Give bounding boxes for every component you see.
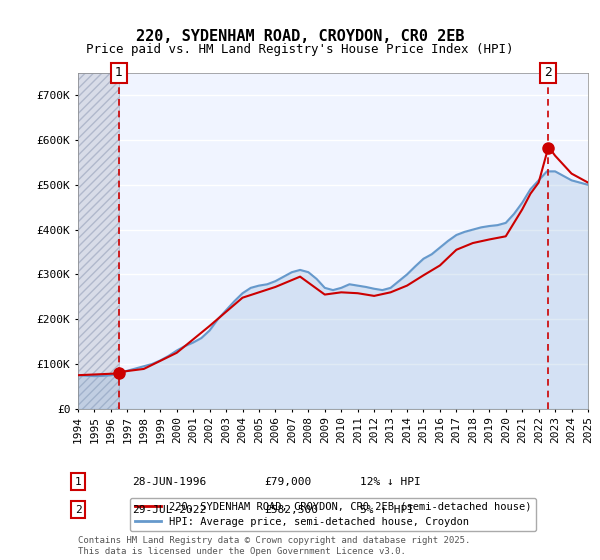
Text: £582,500: £582,500 (264, 505, 318, 515)
Text: 2: 2 (544, 66, 552, 80)
Legend: 220, SYDENHAM ROAD, CROYDON, CR0 2EB (semi-detached house), HPI: Average price, : 220, SYDENHAM ROAD, CROYDON, CR0 2EB (se… (130, 498, 536, 531)
Text: 1: 1 (74, 477, 82, 487)
Text: Price paid vs. HM Land Registry's House Price Index (HPI): Price paid vs. HM Land Registry's House … (86, 43, 514, 56)
Text: 29-JUL-2022: 29-JUL-2022 (132, 505, 206, 515)
Text: 12% ↓ HPI: 12% ↓ HPI (360, 477, 421, 487)
Text: £79,000: £79,000 (264, 477, 311, 487)
Text: 1: 1 (115, 66, 123, 80)
Text: 2: 2 (74, 505, 82, 515)
Text: 5% ↑ HPI: 5% ↑ HPI (360, 505, 414, 515)
Text: 28-JUN-1996: 28-JUN-1996 (132, 477, 206, 487)
Bar (78, 73, 119, 409)
Text: 220, SYDENHAM ROAD, CROYDON, CR0 2EB: 220, SYDENHAM ROAD, CROYDON, CR0 2EB (136, 29, 464, 44)
Text: Contains HM Land Registry data © Crown copyright and database right 2025.
This d: Contains HM Land Registry data © Crown c… (78, 536, 470, 556)
